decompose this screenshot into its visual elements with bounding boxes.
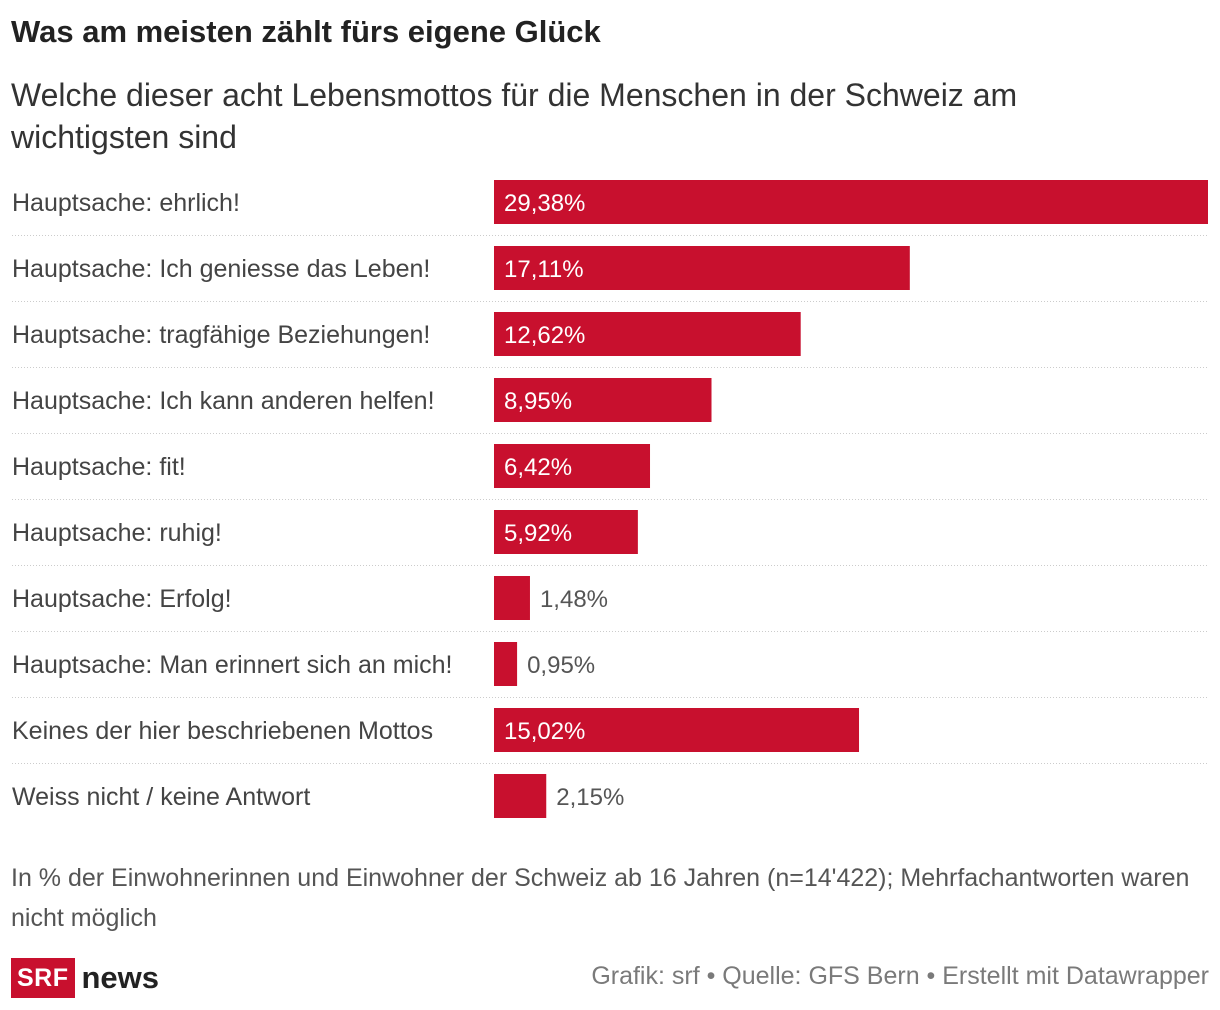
category-label: Keines der hier beschriebenen Mottos [12, 717, 433, 745]
category-label: Hauptsache: Ich kann anderen helfen! [12, 387, 435, 415]
value-label: 15,02% [504, 718, 585, 745]
bar [494, 774, 547, 818]
bar-chart: Hauptsache: ehrlich! 29,38% Hauptsache: Ic… [12, 180, 1208, 818]
srf-news-logo: SRF news [11, 958, 159, 998]
bar [494, 642, 518, 686]
news-logo-text: news [81, 960, 160, 995]
bar [494, 378, 712, 422]
chart-title: Was am meisten zählt fürs eigene Glück [11, 14, 601, 49]
bar [494, 708, 860, 752]
srf-logo-box: SRF [11, 958, 75, 998]
value-label: 29,38% [504, 190, 585, 217]
bar [494, 312, 801, 356]
value-label: 2,15% [556, 784, 624, 811]
category-label: Hauptsache: fit! [12, 453, 186, 481]
value-label: 1,48% [540, 586, 608, 613]
category-label: Hauptsache: ruhig! [12, 519, 222, 547]
value-label: 0,95% [527, 652, 595, 679]
category-label: Hauptsache: Erfolg! [12, 585, 232, 613]
chart-notes: In % der Einwohnerinnen und Einwohner de… [11, 864, 1190, 932]
value-label: 17,11% [504, 256, 584, 283]
bar [494, 576, 530, 620]
category-label: Hauptsache: Ich geniesse das Leben! [12, 255, 430, 283]
category-label: Weiss nicht / keine Antwort [12, 783, 310, 811]
value-label: 8,95% [504, 388, 572, 415]
bar [494, 444, 651, 488]
value-label: 5,92% [504, 520, 572, 547]
bar [494, 246, 910, 290]
category-label: Hauptsache: Man erinnert sich an mich! [12, 651, 453, 679]
category-label: Hauptsache: tragfähige Beziehungen! [12, 321, 430, 349]
bar [494, 180, 1208, 224]
value-label: 12,62% [504, 322, 585, 349]
bar [494, 510, 638, 554]
chart-subtitle: Welche dieser acht Lebensmottos für die … [11, 77, 1018, 155]
chart-credits: Grafik: srf • Quelle: GFS Bern • Erstell… [591, 962, 1209, 990]
value-label: 6,42% [504, 454, 572, 481]
category-label: Hauptsache: ehrlich! [12, 189, 240, 217]
